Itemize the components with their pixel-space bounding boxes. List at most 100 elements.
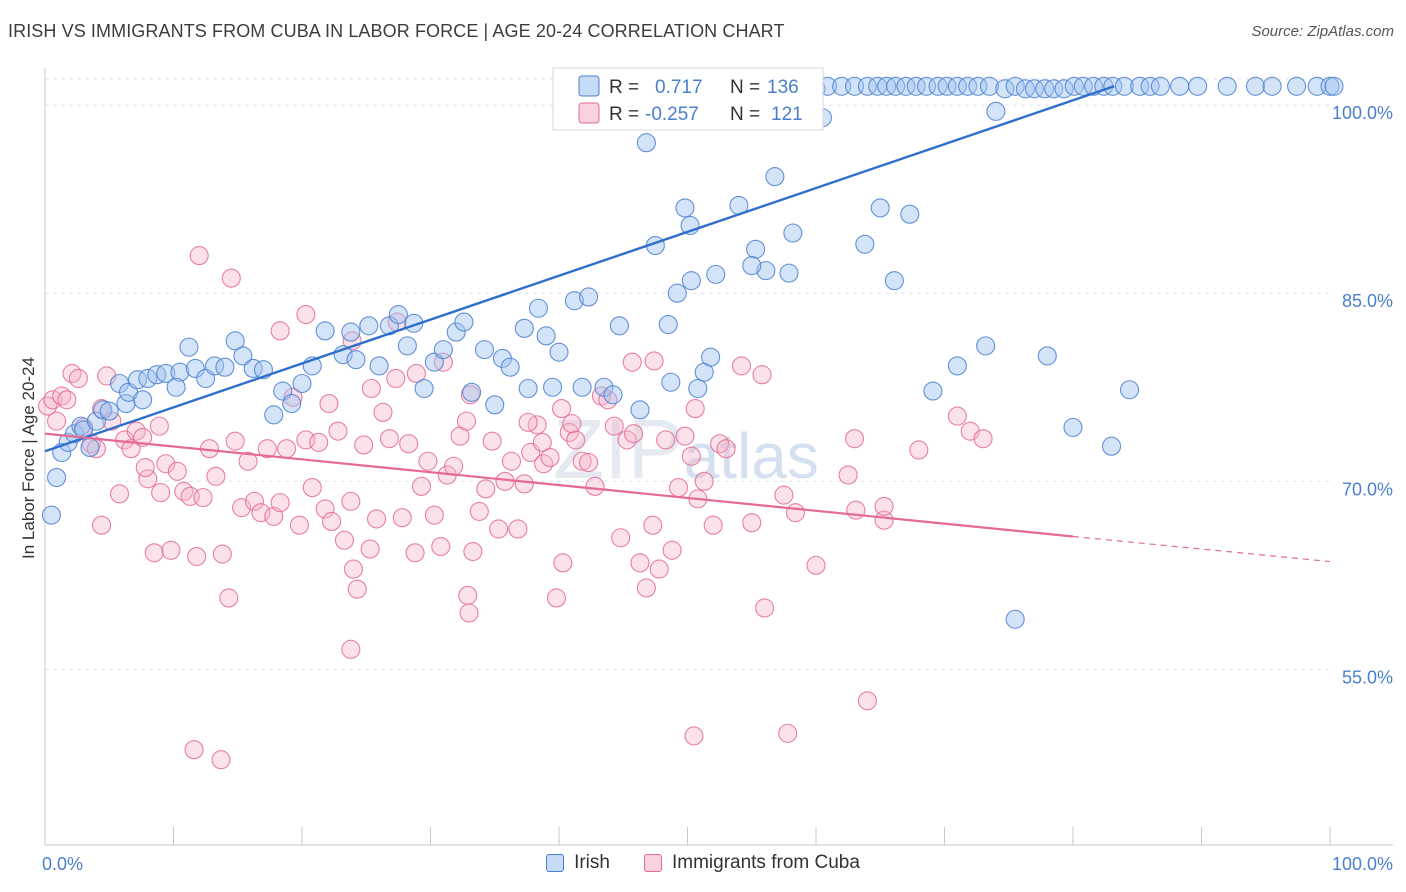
irish-point [205,356,225,376]
irish-point [572,377,592,397]
cuba-point [553,553,573,573]
y-axis-label: In Labor Force | Age 20-24 [19,357,38,559]
cuba-point [703,515,723,535]
legend-cuba-n-value: 121 [771,104,803,125]
cuba-point [540,447,560,468]
cuba-point [630,553,650,573]
bottom-legend-cuba[interactable]: Immigrants from Cuba [643,852,860,874]
irish-point [233,346,253,366]
y-tick-label: 55.0% [1342,667,1393,687]
irish-point [630,400,650,420]
irish-point [341,322,361,342]
irish-point [1188,76,1208,96]
cuba-point [579,452,599,473]
cuba-point [289,515,309,535]
irish-point [1073,76,1093,96]
grid-lines [45,78,1330,670]
cuba-point [623,424,644,444]
irish-point [603,385,623,405]
y-tick-label: 70.0% [1342,479,1393,499]
irish-point [742,256,762,276]
cuba-point [219,588,239,608]
cuba-point [343,559,363,579]
irish-point [215,357,235,377]
cuba-point [874,496,894,516]
cuba-point [270,321,290,341]
cuba-point [785,503,805,523]
legend-cuba-swatch [578,102,600,124]
irish-point [315,321,335,341]
cuba-point [319,394,339,414]
irish-point [1114,76,1134,96]
cuba-point [411,476,432,496]
cuba-point [469,501,489,521]
irish-point [1217,76,1237,96]
cuba-point [38,396,58,416]
irish-point [783,223,803,243]
irish-point [369,356,389,376]
cuba-point [566,430,586,450]
cuba-point [405,543,425,563]
cuba-trend-line-extension [1072,535,1331,563]
cuba-point [149,416,169,436]
irish-point [454,312,474,332]
irish-point [688,378,708,399]
irish-point [675,198,695,218]
irish-point [414,378,434,399]
cuba-point [668,478,689,498]
irish-point [857,76,877,96]
cuba-point [91,515,112,535]
cuba-point [283,387,303,407]
irish-point [1102,436,1122,456]
irish-point [185,358,205,378]
bottom-legend-irish[interactable]: Irish [546,852,610,874]
cuba-point [685,399,705,419]
irish-point [765,167,785,187]
cuba-point [211,750,231,770]
irish-point [543,377,563,397]
cuba-point [778,723,798,743]
cuba-point [418,451,438,471]
cuba-point [482,431,502,451]
series-irish-points [41,76,1344,629]
cuba-point [838,465,858,485]
irish-point [947,76,967,96]
irish-point [658,314,678,335]
cuba-point [456,411,477,431]
irish-point [93,400,113,420]
cuba-point [476,479,496,499]
cuba-point [322,511,342,531]
cuba-point [909,440,929,460]
irish-point [1044,79,1064,99]
cuba-point [508,519,528,539]
irish-point [528,298,548,318]
cuba-trend-line [44,432,1074,538]
y-tick-label: 85.0% [1342,291,1393,311]
cuba-point [315,499,335,519]
cuba-point [684,726,704,746]
irish-point [47,467,67,488]
cuba-point [463,541,483,562]
irish-point [1024,79,1044,99]
irish-point [536,326,556,346]
irish-point [968,76,988,96]
cuba-point [458,585,478,605]
irish-point [292,373,312,394]
y-tick-label: 100.0% [1332,103,1393,123]
irish-point [986,101,1006,121]
irish-point [1130,76,1150,96]
irish-trend-line [44,85,1115,453]
cuba-point [187,547,207,567]
cuba-point [174,481,194,501]
irish-point [1320,76,1340,96]
irish-point [896,76,916,96]
cuba-point [656,430,676,450]
cuba-point [302,478,322,498]
cuba-point [611,528,631,548]
irish-point [756,261,776,281]
cuba-point [341,639,361,659]
irish-point [884,271,904,291]
irish-point [518,378,538,399]
irish-point [282,394,302,414]
